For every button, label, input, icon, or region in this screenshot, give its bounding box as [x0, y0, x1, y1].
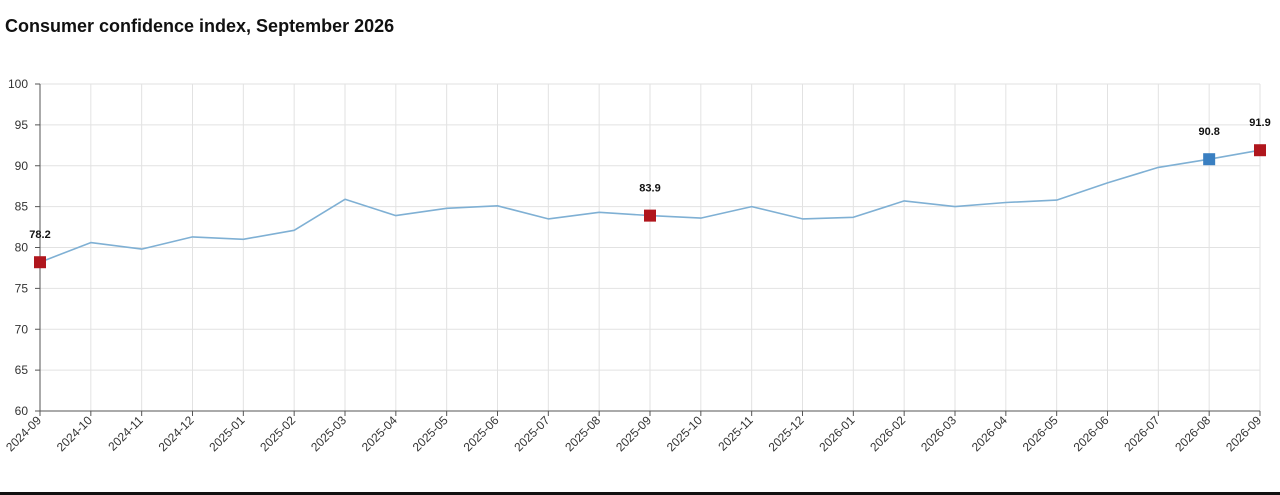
data-label: 78.2 — [29, 229, 50, 241]
y-tick-labels: 60 65 70 75 80 85 90 95 100 — [8, 77, 28, 418]
x-tick-label: 2025-07 — [511, 413, 552, 454]
x-tick-label: 2025-12 — [766, 413, 807, 454]
x-tick-label: 2026-05 — [1020, 413, 1061, 454]
x-tick-label: 2025-11 — [715, 413, 756, 454]
x-tick-label: 2026-07 — [1121, 413, 1162, 454]
x-tick-label: 2025-10 — [664, 413, 705, 454]
x-tick-label: 2026-04 — [969, 413, 1010, 454]
data-label: 83.9 — [639, 183, 660, 195]
chart-title: Consumer confidence index, September 202… — [5, 16, 395, 36]
y-tick-label: 80 — [15, 241, 29, 255]
x-tick-labels: 2024-09 2024-10 2024-11 2024-12 2025-01 2025-… — [3, 413, 1264, 454]
y-tick-label: 65 — [15, 363, 29, 377]
y-tick-label: 85 — [15, 200, 29, 214]
x-tick-label: 2026-06 — [1071, 413, 1112, 454]
x-tick-label: 2025-04 — [359, 413, 400, 454]
y-tick-label: 100 — [8, 77, 28, 91]
y-tick-label: 90 — [15, 159, 29, 173]
highlight-markers: 78.2 83.9 90.8 91.9 — [29, 117, 1271, 269]
bottom-rule — [0, 492, 1280, 495]
highlight-marker — [1203, 153, 1216, 166]
axes — [35, 83, 1261, 416]
grid — [39, 83, 1261, 412]
x-tick-label: 2025-02 — [257, 413, 298, 454]
x-tick-label: 2026-08 — [1172, 413, 1213, 454]
x-tick-label: 2025-05 — [410, 413, 451, 454]
highlight-marker — [644, 209, 656, 222]
y-tick-label: 95 — [15, 118, 29, 132]
x-tick-label: 2026-02 — [867, 413, 908, 454]
highlight-marker — [1254, 144, 1266, 157]
x-tick-label: 2026-09 — [1223, 413, 1264, 454]
x-tick-label: 2024-09 — [3, 413, 44, 454]
y-tick-label: 70 — [15, 322, 29, 336]
x-tick-label: 2024-12 — [156, 413, 197, 454]
x-tick-label: 2026-03 — [918, 413, 959, 454]
data-label: 91.9 — [1249, 117, 1270, 129]
highlight-marker — [34, 256, 46, 269]
x-tick-label: 2026-01 — [816, 413, 857, 454]
x-tick-label: 2025-01 — [206, 413, 247, 454]
data-label: 90.8 — [1198, 126, 1219, 138]
x-tick-label: 2025-06 — [461, 413, 502, 454]
x-tick-label: 2024-11 — [105, 413, 146, 454]
y-tick-label: 60 — [15, 404, 29, 418]
x-tick-label: 2025-03 — [308, 413, 349, 454]
x-tick-label: 2025-09 — [613, 413, 654, 454]
x-tick-label: 2024-10 — [54, 413, 95, 454]
x-tick-label: 2025-08 — [562, 413, 603, 454]
y-tick-label: 75 — [15, 281, 29, 295]
